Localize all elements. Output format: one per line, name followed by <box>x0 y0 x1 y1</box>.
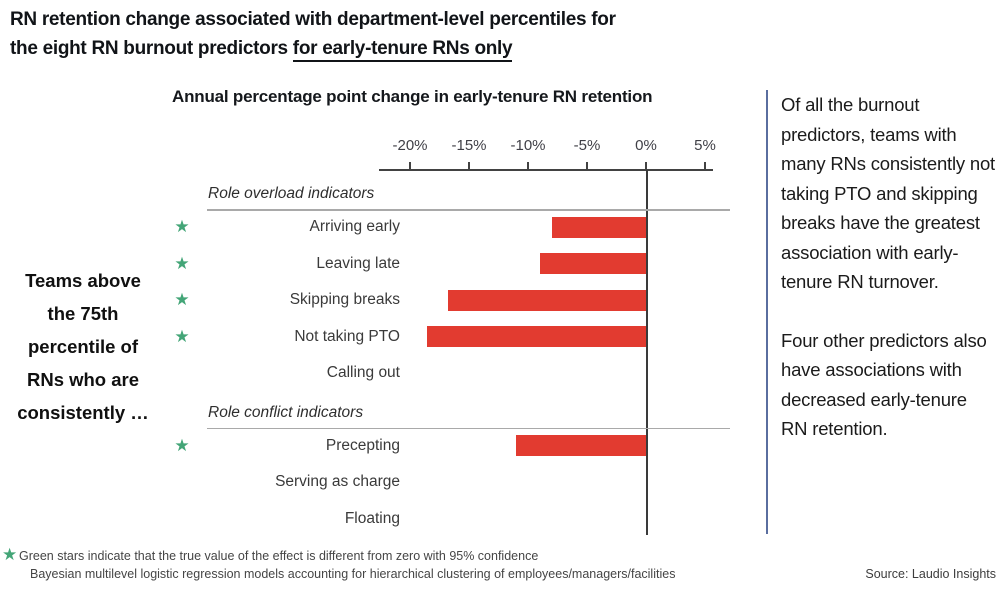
row-label: Leaving late <box>316 254 400 272</box>
x-axis-tick <box>586 162 588 171</box>
x-axis-line <box>379 169 713 171</box>
source-credit: Source: Laudio Insights <box>865 567 996 581</box>
page-title-line1: RN retention change associated with depa… <box>10 9 616 30</box>
chart-title: Annual percentage point change in early-… <box>172 87 653 106</box>
bar <box>516 435 646 457</box>
bar <box>447 289 646 311</box>
footnote-star-icon: ★ <box>2 545 18 564</box>
bar <box>551 216 646 238</box>
page-title-underlined-phrase: for early-tenure RNs only <box>292 37 513 62</box>
callout-panel: Of all the burnout predictors, teams wit… <box>766 90 995 534</box>
x-axis-tick <box>527 162 529 171</box>
bar <box>426 326 646 348</box>
significance-star-icon: ★ <box>174 326 190 346</box>
x-axis-tick-label: 0% <box>635 137 657 154</box>
significance-star-icon: ★ <box>174 217 190 237</box>
footnote-methods: Bayesian multilevel logistic regression … <box>30 567 676 581</box>
row-label: Floating <box>344 509 400 527</box>
page-title: RN retention change associated with depa… <box>10 6 790 63</box>
callout-paragraph-2: Four other predictors also have associat… <box>781 329 987 440</box>
footnote-significance: Green stars indicate that the true value… <box>19 549 539 563</box>
x-axis-tick <box>704 162 706 171</box>
x-axis-tick-label: -10% <box>510 137 546 154</box>
x-axis-tick <box>645 162 647 171</box>
row-label: Serving as charge <box>275 473 400 491</box>
significance-star-icon: ★ <box>174 290 190 310</box>
zero-baseline <box>646 170 648 535</box>
x-axis-tick <box>409 162 411 171</box>
x-axis-tick-label: 5% <box>694 137 716 154</box>
section-divider <box>207 209 730 211</box>
x-axis-tick-label: -20% <box>392 137 428 154</box>
section-divider <box>207 427 730 429</box>
row-label: Skipping breaks <box>289 291 400 309</box>
page-title-line2: the eight RN burnout predictors <box>10 37 293 59</box>
significance-star-icon: ★ <box>174 253 190 273</box>
x-axis-tick <box>468 162 470 171</box>
significance-star-icon: ★ <box>174 435 190 455</box>
x-axis-tick-label: -5% <box>573 137 601 154</box>
row-label: Precepting <box>325 436 400 454</box>
section-label: Role conflict indicators <box>208 403 364 421</box>
callout-paragraph-1: Of all the burnout predictors, teams wit… <box>781 94 996 292</box>
row-label: Arriving early <box>309 218 400 236</box>
row-label: Calling out <box>326 364 400 382</box>
x-axis-tick-label: -15% <box>451 137 487 154</box>
row-label: Not taking PTO <box>294 327 400 345</box>
bar <box>539 253 646 275</box>
left-axis-annotation: Teams above the 75th percentile of RNs w… <box>17 270 149 423</box>
section-label: Role overload indicators <box>208 185 375 202</box>
